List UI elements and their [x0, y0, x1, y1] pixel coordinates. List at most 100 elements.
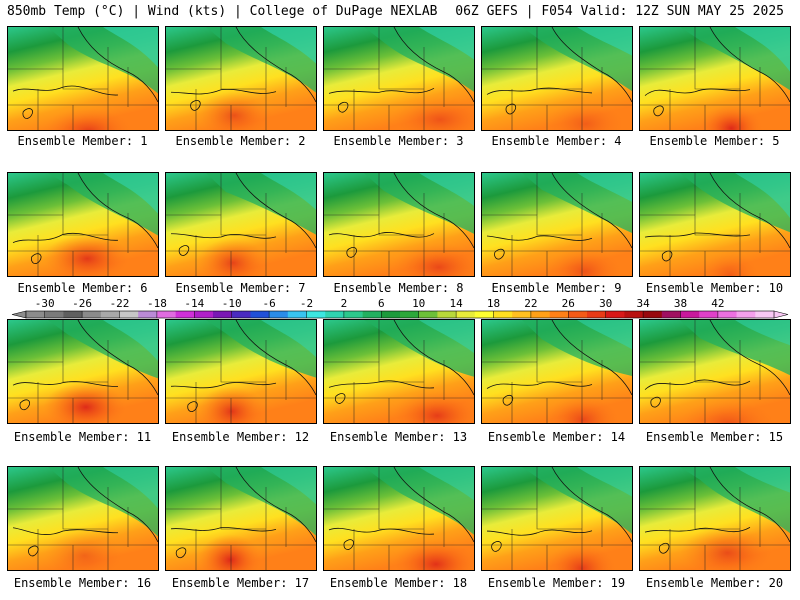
- map-svg: [324, 27, 474, 130]
- map-panel: [165, 172, 317, 277]
- colorbar-right-arrow: [773, 310, 789, 319]
- panel-label: Ensemble Member: 19: [487, 576, 626, 590]
- map-svg: [8, 467, 158, 570]
- map-svg: [482, 173, 632, 276]
- panel-label: Ensemble Member: 11: [13, 430, 152, 444]
- panel-label: Ensemble Member: 17: [171, 576, 310, 590]
- panel-label: Ensemble Member: 20: [645, 576, 784, 590]
- map-svg: [482, 320, 632, 423]
- panel-label: Ensemble Member: 16: [13, 576, 152, 590]
- colorbar-swatch: [362, 311, 382, 318]
- panel-label: Ensemble Member: 14: [487, 430, 626, 444]
- colorbar-swatch: [717, 311, 737, 318]
- colorbar-tick-label: 14: [449, 297, 463, 310]
- map-svg: [166, 173, 316, 276]
- panel-label: Ensemble Member: 10: [645, 281, 784, 295]
- colorbar-swatch: [287, 311, 307, 318]
- panel-label: Ensemble Member: 5: [649, 134, 780, 148]
- panel-label: Ensemble Member: 13: [329, 430, 468, 444]
- map-svg: [640, 27, 790, 130]
- colorbar-swatch: [26, 311, 45, 318]
- colorbar-tick-label: -30: [35, 297, 55, 310]
- colorbar-swatch: [381, 311, 401, 318]
- colorbar-swatch: [549, 311, 569, 318]
- colorbar-swatch: [175, 311, 195, 318]
- map-svg: [8, 173, 158, 276]
- map-svg: [324, 173, 474, 276]
- map-panel: [639, 466, 791, 571]
- colorbar-swatch: [213, 311, 232, 318]
- map-panel: [323, 26, 475, 131]
- colorbar-tick-label: 2: [341, 297, 348, 310]
- colorbar-tick-label: -22: [110, 297, 130, 310]
- colorbar-swatch: [269, 311, 289, 318]
- colorbar-swatch: [250, 311, 270, 318]
- map-panel: [323, 172, 475, 277]
- colorbar-swatch: [587, 311, 606, 318]
- map-svg: [8, 320, 158, 423]
- colorbar-tick-label: 18: [487, 297, 500, 310]
- map-svg: [166, 320, 316, 423]
- map-panel: [165, 319, 317, 424]
- map-panel: [481, 26, 633, 131]
- panel-label: Ensemble Member: 1: [17, 134, 148, 148]
- map-svg: [640, 467, 790, 570]
- colorbar-swatch: [400, 311, 419, 318]
- colorbar-swatch: [100, 311, 120, 318]
- colorbar-swatch: [306, 311, 326, 318]
- colorbar-swatch: [643, 311, 663, 318]
- colorbar-svg: -30 -26 -22 -18 -14 -10 -6 -2 2 6 10 14 18 22 26 30 34 38…: [11, 297, 789, 319]
- colorbar-swatch: [156, 311, 176, 318]
- colorbar-tick-label: -10: [222, 297, 242, 310]
- colorbar-swatch: [343, 311, 363, 318]
- colorbar-tick-label: -14: [184, 297, 204, 310]
- map-panel: [481, 319, 633, 424]
- panel-label: Ensemble Member: 15: [645, 430, 784, 444]
- colorbar-swatch: [661, 311, 681, 318]
- colorbar-swatch: [119, 311, 139, 318]
- panel-label: Ensemble Member: 2: [175, 134, 306, 148]
- colorbar-swatch: [437, 311, 457, 318]
- colorbar-swatch: [512, 311, 532, 318]
- colorbar-swatch: [456, 311, 476, 318]
- colorbar-tick-label: -6: [262, 297, 275, 310]
- map-panel: [7, 26, 159, 131]
- colorbar-swatch: [474, 311, 494, 318]
- colorbar-swatch: [530, 311, 550, 318]
- map-panel: [481, 466, 633, 571]
- colorbar-swatch: [493, 311, 513, 318]
- map-panel: [639, 172, 791, 277]
- colorbar-swatch: [568, 311, 588, 318]
- colorbar-swatch: [755, 311, 775, 318]
- colorbar-swatch: [44, 311, 64, 318]
- map-panel: [639, 319, 791, 424]
- left-title: 850mb Temp (°C) | Wind (kts) | College o…: [7, 4, 438, 19]
- colorbar-tick-label: 6: [378, 297, 385, 310]
- colorbar-swatch: [63, 311, 83, 318]
- colorbar-tick-label: 34: [636, 297, 650, 310]
- colorbar-tick-label: 22: [524, 297, 537, 310]
- colorbar-swatch: [194, 311, 214, 318]
- map-panel: [481, 172, 633, 277]
- colorbar-tick-label: -2: [300, 297, 313, 310]
- colorbar-tick-label: 30: [599, 297, 612, 310]
- panel-label: Ensemble Member: 12: [171, 430, 310, 444]
- map-svg: [640, 173, 790, 276]
- colorbar-swatch: [138, 311, 158, 318]
- colorbar-left-arrow: [11, 310, 27, 319]
- panel-label: Ensemble Member: 6: [17, 281, 148, 295]
- colorbar-tick-label: -18: [147, 297, 167, 310]
- panel-label: Ensemble Member: 3: [333, 134, 464, 148]
- map-svg: [166, 467, 316, 570]
- map-svg: [8, 27, 158, 130]
- panel-label: Ensemble Member: 4: [491, 134, 622, 148]
- map-svg: [640, 320, 790, 423]
- colorbar-swatch: [699, 311, 719, 318]
- colorbar-swatch: [418, 311, 438, 318]
- colorbar-swatch: [736, 311, 756, 318]
- map-panel: [165, 466, 317, 571]
- map-svg: [166, 27, 316, 130]
- colorbar-tick-label: 26: [562, 297, 575, 310]
- map-panel: [165, 26, 317, 131]
- colorbar-swatch: [680, 311, 700, 318]
